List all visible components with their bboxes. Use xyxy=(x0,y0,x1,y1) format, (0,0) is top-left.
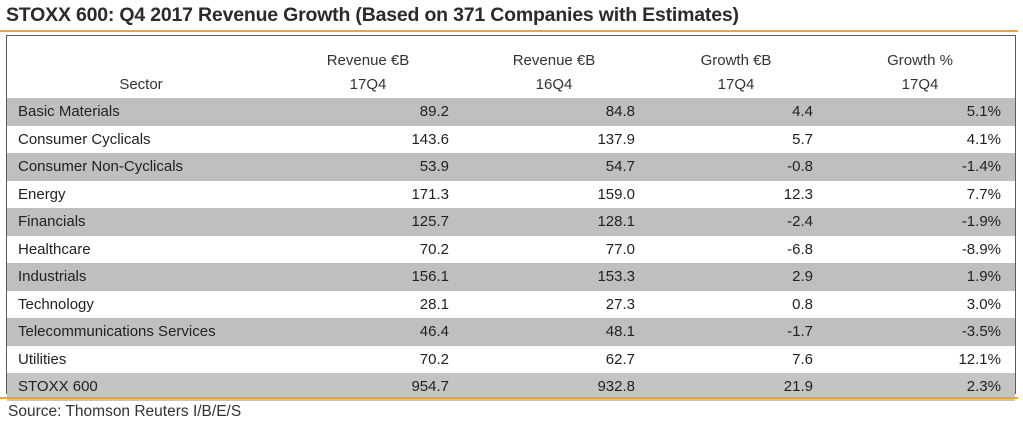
growth-pct-cell: -1.9% xyxy=(825,208,1015,236)
revenue-17q4-cell: 125.7 xyxy=(275,208,461,236)
revenue-17q4-cell: 954.7 xyxy=(275,373,461,401)
table-title: STOXX 600: Q4 2017 Revenue Growth (Based… xyxy=(6,4,739,26)
table-row: Utilities 70.2 62.7 7.6 12.1% xyxy=(7,346,1015,374)
header-row-top: Revenue €B Revenue €B Growth €B Growth % xyxy=(7,36,1015,71)
revenue-16q4-cell: 54.7 xyxy=(461,153,647,181)
growth-eur-cell: -2.4 xyxy=(647,208,825,236)
header-top-growth-eur: Growth €B xyxy=(700,52,772,69)
revenue-16q4-cell: 27.3 xyxy=(605,295,635,313)
table-row: Basic Materials 89.2 84.8 4.4 5.1% xyxy=(7,98,1015,126)
growth-eur-cell: 2.9 xyxy=(647,263,825,291)
growth-eur-cell: 4.4 xyxy=(647,98,825,126)
table-row: Telecommunications Services 46.4 48.1 -1.7-… xyxy=(7,318,1015,346)
header-period-rev-16q4: 16Q4 xyxy=(535,76,573,93)
growth-eur-cell: 21.9 xyxy=(647,373,825,401)
revenue-16q4-cell: 137.9 xyxy=(597,130,635,148)
growth-pct-cell: 7.7% xyxy=(966,185,1001,203)
revenue-17q4-cell: 53.9 xyxy=(275,153,461,181)
growth-eur-cell: 0.8 xyxy=(792,295,813,313)
revenue-17q4-cell: 70.2 xyxy=(419,240,449,258)
table-row: Consumer Non-Cyclicals 53.9 54.7 -0.8 -1.4% xyxy=(7,153,1015,181)
sector-cell: Financials xyxy=(7,208,275,236)
growth-eur-cell: 7.6 xyxy=(792,350,813,368)
table-row: Healthcare 70.2 77.0 -6.8 -8.9% xyxy=(7,236,1015,264)
total-row: STOXX 600 954.7 932.8 21.9 2.3% xyxy=(7,373,1015,401)
growth-pct-cell: 1.9% xyxy=(825,263,1015,291)
growth-eur-cell: 12.3 xyxy=(783,185,813,203)
growth-pct-cell: 3.0% xyxy=(966,295,1001,313)
title-rule xyxy=(0,30,1018,32)
table-row: Financials 125.7 128.1 -2.4 -1.9% xyxy=(7,208,1015,236)
revenue-16q4-cell: 128.1 xyxy=(461,208,647,236)
source-rule xyxy=(0,397,1018,399)
table-row: Consumer Cyclicals 143.6 137.9 5.7 4.1% xyxy=(7,126,1015,154)
header-period-growth-eur: 17Q4 xyxy=(717,76,755,93)
growth-eur-cell: -0.8 xyxy=(647,153,825,181)
sector-cell: Technology xyxy=(18,295,94,313)
growth-pct-cell: 12.1% xyxy=(958,350,1001,368)
table-body: Basic Materials 89.2 84.8 4.4 5.1% Consumer C… xyxy=(7,98,1015,401)
table-row: Technology 28.1 27.3 0.8 3.0% xyxy=(7,291,1015,319)
revenue-17q4-cell: 143.6 xyxy=(411,130,449,148)
revenue-16q4-cell: 77.0 xyxy=(605,240,635,258)
sector-cell: Basic Materials xyxy=(7,98,275,126)
growth-eur-cell: 5.7 xyxy=(792,130,813,148)
sector-cell: Consumer Non-Cyclicals xyxy=(7,153,275,181)
sector-cell: Healthcare xyxy=(18,240,91,258)
sector-cell: Consumer Cyclicals xyxy=(18,130,151,148)
growth-pct-cell: 4.1% xyxy=(966,130,1001,148)
revenue-17q4-cell: 156.1 xyxy=(275,263,461,291)
revenue-16q4-cell: 84.8 xyxy=(461,98,647,126)
revenue-17q4-cell: 46.4 xyxy=(275,318,461,346)
source-note: Source: Thomson Reuters I/B/E/S xyxy=(8,403,242,420)
sector-cell: Telecommunications Services xyxy=(7,318,275,346)
growth-pct-cell: 2.3% xyxy=(825,373,1015,401)
sector-cell: Utilities xyxy=(18,350,67,368)
growth-pct-cell: 5.1% xyxy=(825,98,1015,126)
revenue-17q4-cell: 89.2 xyxy=(275,98,461,126)
header-period-rev-17q4: 17Q4 xyxy=(349,76,387,93)
revenue-17q4-cell: 171.3 xyxy=(411,185,449,203)
revenue-16q4-cell: 153.3 xyxy=(461,263,647,291)
sector-cell: Energy xyxy=(18,185,66,203)
header-top-growth-pct: Growth % xyxy=(887,52,953,69)
header-top-rev-16q4: Revenue €B xyxy=(512,52,596,69)
growth-pct-cell: -8.9% xyxy=(961,240,1001,258)
growth-eur-cell: -1.7 xyxy=(647,318,825,346)
revenue-16q4-cell: 159.0 xyxy=(597,185,635,203)
header-sector: Sector xyxy=(119,76,163,93)
header-period-growth-pct: 17Q4 xyxy=(901,76,939,93)
revenue-17q4-cell: 70.2 xyxy=(419,350,449,368)
revenue-17q4-cell: 28.1 xyxy=(419,295,449,313)
revenue-16q4-cell: 62.7 xyxy=(605,350,635,368)
header-row-bottom: Sector 17Q4 16Q4 17Q4 17Q4 xyxy=(7,71,1015,98)
revenue-growth-table: Revenue €B Revenue €B Growth €B Growth %… xyxy=(7,36,1015,401)
revenue-16q4-cell: 932.8 xyxy=(461,373,647,401)
sector-cell: STOXX 600 xyxy=(7,373,275,401)
sector-cell: Industrials xyxy=(7,263,275,291)
header-top-sector xyxy=(7,36,275,71)
table-row: Energy 171.3 159.0 12.3 7.7% xyxy=(7,181,1015,209)
table-row: Industrials 156.1 153.3 2.9 1.9% xyxy=(7,263,1015,291)
header-top-rev-17q4: Revenue €B xyxy=(326,52,410,69)
revenue-16q4-cell: 48.1 xyxy=(461,318,647,346)
growth-pct-cell: -3.5% xyxy=(825,318,1015,346)
growth-eur-cell: -6.8 xyxy=(787,240,813,258)
growth-pct-cell: -1.4% xyxy=(825,153,1015,181)
